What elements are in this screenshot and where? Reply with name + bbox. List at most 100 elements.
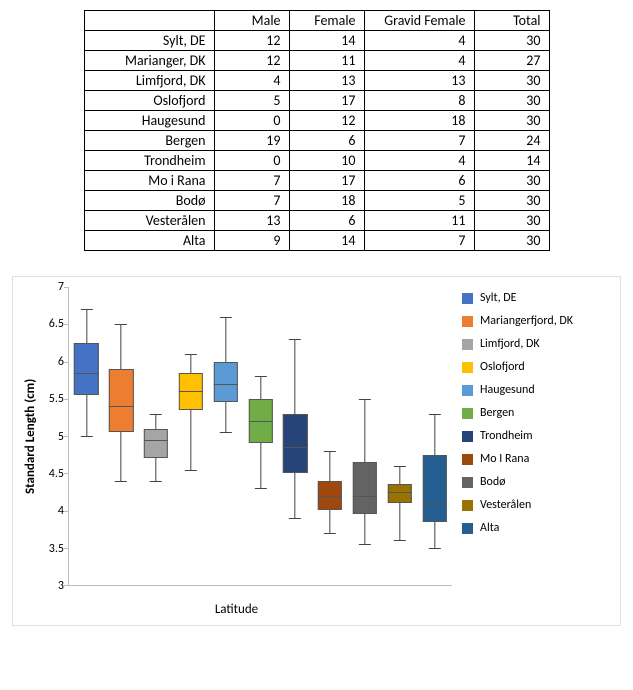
col-female: Female (289, 11, 364, 31)
boxplot-series (144, 287, 168, 585)
legend-swatch (462, 316, 473, 327)
y-tick-label: 3.5 (49, 542, 64, 556)
table-row: Marianger, DK1211427 (84, 51, 549, 71)
cell-female: 10 (289, 151, 364, 171)
y-tick-label: 6.5 (49, 317, 64, 331)
y-tick-mark (64, 324, 69, 325)
plot-area (68, 287, 452, 586)
row-label: Haugesund (84, 111, 214, 131)
boxplot-series (283, 287, 307, 585)
legend-swatch (462, 362, 473, 373)
cell-total: 27 (474, 51, 549, 71)
col-total: Total (474, 11, 549, 31)
table-row: Vesterålen1361130 (84, 211, 549, 231)
boxplot-series (74, 287, 98, 585)
legend-swatch (462, 339, 473, 350)
cell-gravid: 18 (364, 111, 474, 131)
boxplot-chart: Standard Length (cm) 33.544.555.566.57 L… (12, 276, 621, 626)
cell-gravid: 13 (364, 71, 474, 91)
cell-total: 30 (474, 231, 549, 251)
cell-total: 30 (474, 211, 549, 231)
legend-label: Sylt, DE (480, 291, 517, 305)
cell-female: 18 (289, 191, 364, 211)
legend-swatch (462, 500, 473, 511)
boxplot-series (353, 287, 377, 585)
legend-item: Haugesund (462, 383, 612, 397)
y-tick-mark (64, 511, 69, 512)
cell-male: 12 (214, 31, 289, 51)
legend-label: Alta (480, 521, 499, 535)
cell-gravid: 7 (364, 231, 474, 251)
legend-swatch (462, 408, 473, 419)
chart-legend: Sylt, DE Mariangerfjord, DK Limfjord, DK Os… (452, 291, 612, 617)
boxplot-series (388, 287, 412, 585)
cell-gravid: 11 (364, 211, 474, 231)
boxplot-series (213, 287, 237, 585)
legend-label: Mariangerfjord, DK (480, 314, 573, 328)
legend-item: Limfjord, DK (462, 337, 612, 351)
y-tick-label: 5.5 (49, 392, 64, 406)
row-label: Bergen (84, 131, 214, 151)
legend-item: Bergen (462, 406, 612, 420)
legend-item: Trondheim (462, 429, 612, 443)
col-male: Male (214, 11, 289, 31)
table-header-row: Male Female Gravid Female Total (84, 11, 549, 31)
cell-gravid: 5 (364, 191, 474, 211)
legend-item: Alta (462, 521, 612, 535)
y-tick-mark (64, 362, 69, 363)
cell-total: 14 (474, 151, 549, 171)
table-corner-blank (84, 11, 214, 31)
row-label: Mo i Rana (84, 171, 214, 191)
cell-female: 11 (289, 51, 364, 71)
table-row: Bergen196724 (84, 131, 549, 151)
cell-total: 30 (474, 91, 549, 111)
sample-counts-table-wrap: Male Female Gravid Female Total Sylt, DE… (0, 10, 633, 251)
boxplot-series (318, 287, 342, 585)
table-row: Mo i Rana717630 (84, 171, 549, 191)
cell-total: 30 (474, 71, 549, 91)
cell-male: 12 (214, 51, 289, 71)
legend-swatch (462, 454, 473, 465)
row-label: Marianger, DK (84, 51, 214, 71)
legend-swatch (462, 385, 473, 396)
table-row: Sylt, DE1214430 (84, 31, 549, 51)
boxplot-series (109, 287, 133, 585)
cell-gravid: 4 (364, 151, 474, 171)
table-row: Haugesund0121830 (84, 111, 549, 131)
legend-item: Sylt, DE (462, 291, 612, 305)
legend-label: Limfjord, DK (480, 337, 540, 351)
y-tick-label: 4.5 (49, 467, 64, 481)
legend-item: Bodø (462, 475, 612, 489)
legend-label: Bodø (480, 475, 506, 489)
cell-male: 0 (214, 111, 289, 131)
legend-swatch (462, 431, 473, 442)
legend-label: Bergen (480, 406, 514, 420)
cell-total: 30 (474, 111, 549, 131)
cell-gravid: 6 (364, 171, 474, 191)
table-row: Bodø718530 (84, 191, 549, 211)
legend-item: Mariangerfjord, DK (462, 314, 612, 328)
cell-gravid: 8 (364, 91, 474, 111)
cell-male: 0 (214, 151, 289, 171)
legend-label: Haugesund (480, 383, 535, 397)
cell-male: 9 (214, 231, 289, 251)
legend-swatch (462, 477, 473, 488)
cell-total: 30 (474, 31, 549, 51)
cell-male: 19 (214, 131, 289, 151)
cell-female: 13 (289, 71, 364, 91)
cell-total: 30 (474, 191, 549, 211)
table-row: Alta914730 (84, 231, 549, 251)
legend-item: Oslofjord (462, 360, 612, 374)
cell-gravid: 7 (364, 131, 474, 151)
row-label: Bodø (84, 191, 214, 211)
legend-label: Vesterålen (480, 498, 531, 512)
cell-male: 7 (214, 171, 289, 191)
legend-label: Trondheim (480, 429, 533, 443)
col-gravid: Gravid Female (364, 11, 474, 31)
y-tick-mark (64, 399, 69, 400)
cell-total: 24 (474, 131, 549, 151)
row-label: Oslofjord (84, 91, 214, 111)
cell-male: 13 (214, 211, 289, 231)
cell-female: 14 (289, 231, 364, 251)
y-tick-label: 3 (58, 579, 64, 593)
